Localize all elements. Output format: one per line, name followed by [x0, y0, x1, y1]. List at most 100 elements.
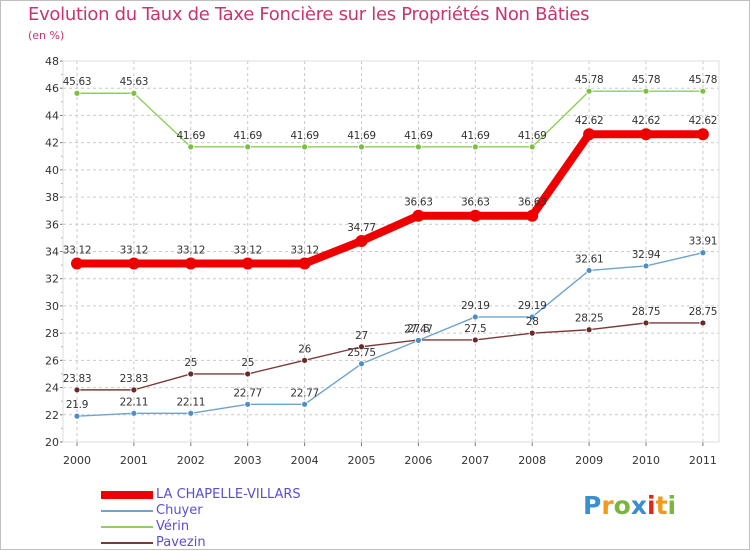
data-label-chuyer: 32.61: [575, 253, 604, 265]
data-label-pavezin: 27.5: [464, 323, 486, 335]
chart-unit-label: (en %): [28, 29, 65, 42]
data-label-pavezin: 25: [241, 357, 254, 369]
y-tick-label: 20: [45, 436, 59, 449]
data-label-v-rin: 45.63: [120, 76, 149, 88]
legend-item-pavezin: Pavezin: [101, 535, 301, 551]
data-point-chuyer: [585, 267, 593, 274]
data-label-chuyer: 29.19: [461, 300, 490, 312]
plot-border: [62, 60, 720, 443]
data-point-v-rin: [528, 143, 536, 151]
y-tick-label: 24: [45, 382, 59, 395]
series-line-chuyer: [76, 252, 704, 417]
y-tick-label: 44: [45, 109, 59, 122]
data-point-chuyer: [73, 412, 81, 420]
data-label-pavezin: 27: [355, 330, 368, 342]
legend-item-la-chapelle-villars: LA CHAPELLE-VILLARS: [101, 487, 301, 503]
data-label-v-rin: 41.69: [518, 130, 547, 142]
chart-title: Evolution du Taux de Taxe Foncière sur l…: [28, 4, 590, 25]
y-tick-label: 48: [45, 55, 59, 68]
data-point-v-rin: [244, 143, 252, 151]
data-point-chuyer: [699, 249, 707, 257]
data-point-v-rin: [187, 143, 195, 151]
data-point-pavezin: [130, 386, 138, 394]
data-label-pavezin: 28: [526, 316, 539, 328]
x-tick-label: 2009: [575, 454, 603, 467]
data-point-la-chapelle-villars: [127, 257, 140, 270]
x-tick-label: 2008: [518, 454, 546, 467]
data-label-la-chapelle-villars: 42.62: [632, 115, 661, 127]
legend-swatch-chuyer: [101, 510, 153, 512]
x-tick-label: 2004: [291, 454, 319, 467]
x-tick-label: 2006: [404, 454, 432, 467]
data-point-chuyer: [642, 262, 650, 270]
y-tick-label: 42: [45, 137, 59, 150]
data-label-v-rin: 41.69: [404, 130, 433, 142]
x-tick-label: 2000: [63, 454, 91, 467]
y-tick-label: 46: [45, 82, 59, 95]
data-point-pavezin: [244, 370, 252, 378]
data-point-v-rin: [73, 89, 81, 97]
data-point-la-chapelle-villars: [184, 257, 197, 270]
legend-swatch-pavezin: [101, 542, 153, 544]
data-label-la-chapelle-villars: 42.62: [575, 115, 604, 127]
y-tick-label: 36: [45, 218, 59, 231]
data-point-v-rin: [642, 87, 650, 95]
data-label-pavezin: 26: [298, 343, 311, 355]
series-line-v-rin: [76, 90, 704, 148]
data-point-la-chapelle-villars: [640, 128, 652, 141]
legend-item-verin: Vérin: [101, 519, 301, 535]
legend-swatch-la-chapelle-villars: [101, 491, 153, 499]
data-label-chuyer: 22.77: [233, 387, 262, 399]
data-label-v-rin: 45.63: [63, 76, 92, 88]
data-label-la-chapelle-villars: 33.12: [120, 244, 149, 256]
data-point-chuyer: [244, 400, 252, 408]
data-label-chuyer: 22.11: [120, 396, 149, 408]
data-point-la-chapelle-villars: [696, 128, 709, 141]
data-label-chuyer: 32.94: [632, 249, 661, 261]
y-tick-label: 28: [45, 327, 59, 340]
data-label-la-chapelle-villars: 33.12: [290, 244, 319, 256]
data-label-pavezin: 28.75: [689, 306, 718, 318]
data-point-chuyer: [130, 409, 138, 417]
legend-swatch-verin: [101, 526, 153, 528]
series-line-pavezin: [76, 322, 704, 391]
x-tick-label: 2003: [234, 454, 262, 467]
data-label-pavezin: 23.83: [120, 373, 149, 385]
x-tick-label: 2001: [120, 454, 148, 467]
legend-label: Pavezin: [156, 535, 206, 550]
data-label-v-rin: 41.69: [461, 130, 490, 142]
x-tick-label: 2011: [689, 454, 717, 467]
data-label-chuyer: 29.19: [518, 300, 547, 312]
legend-label: Chuyer: [156, 503, 203, 518]
data-label-chuyer: 25.75: [347, 347, 376, 359]
data-label-pavezin: 25: [184, 357, 197, 369]
y-tick-label: 38: [45, 191, 59, 204]
data-point-chuyer: [528, 313, 536, 321]
x-tick-label: 2007: [461, 454, 489, 467]
y-tick-label: 34: [45, 246, 59, 259]
data-point-v-rin: [585, 87, 593, 95]
data-point-chuyer: [358, 360, 365, 368]
y-tick-label: 26: [45, 354, 59, 367]
data-label-chuyer: 27.47: [404, 323, 433, 335]
legend-label: Vérin: [156, 519, 190, 534]
data-label-v-rin: 45.78: [575, 74, 604, 86]
data-label-la-chapelle-villars: 33.12: [233, 244, 262, 256]
data-label-la-chapelle-villars: 36.63: [518, 197, 547, 209]
data-label-la-chapelle-villars: 33.12: [177, 244, 206, 256]
data-point-la-chapelle-villars: [583, 128, 596, 141]
data-label-pavezin: 27.5: [407, 323, 429, 335]
data-label-v-rin: 41.69: [347, 130, 376, 142]
y-tick-label: 40: [45, 164, 59, 177]
data-point-pavezin: [187, 370, 195, 378]
data-point-pavezin: [73, 386, 81, 394]
data-point-la-chapelle-villars: [298, 257, 311, 270]
data-point-v-rin: [471, 143, 479, 151]
legend-label: LA CHAPELLE-VILLARS: [156, 487, 301, 502]
data-label-chuyer: 33.91: [689, 236, 718, 248]
data-point-pavezin: [528, 329, 536, 337]
data-point-v-rin: [358, 143, 365, 151]
data-label-v-rin: 41.69: [177, 130, 206, 142]
